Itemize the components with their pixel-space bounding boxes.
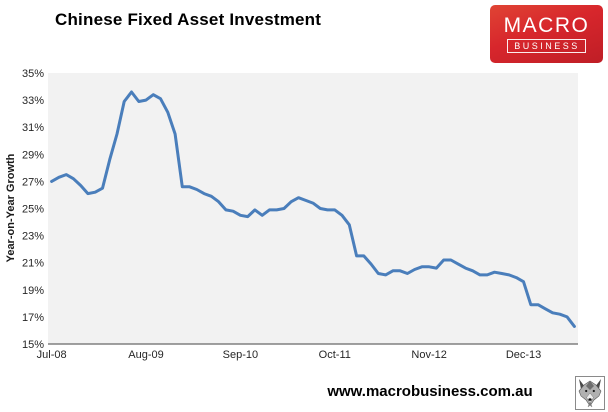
y-tick-label: 25% — [22, 204, 44, 216]
page-title: Chinese Fixed Asset Investment — [55, 10, 322, 29]
y-tick-label: 15% — [22, 339, 44, 351]
y-tick-label: 27% — [22, 176, 44, 188]
logo-text-macro: MACRO — [503, 14, 590, 37]
x-tick-label: Sep-10 — [223, 349, 258, 361]
wolf-logo-icon — [575, 376, 605, 410]
footer-url: www.macrobusiness.com.au — [327, 383, 533, 400]
logo-text-business: BUSINESS — [507, 39, 586, 53]
plot-area — [48, 73, 578, 344]
y-tick-label: 35% — [22, 68, 44, 80]
x-tick-label: Oct-11 — [319, 349, 351, 361]
y-tick-label: 33% — [22, 95, 44, 107]
x-tick-label: Dec-13 — [506, 349, 541, 361]
x-tick-label: Jul-08 — [37, 349, 67, 361]
y-tick-label: 21% — [22, 258, 44, 270]
y-tick-label: 17% — [22, 312, 44, 324]
data-series-line — [50, 90, 576, 328]
y-tick-label: 19% — [22, 285, 44, 297]
y-tick-label: 29% — [22, 149, 44, 161]
macrobusiness-logo: MACRO BUSINESS — [490, 5, 603, 63]
x-tick-label: Aug-09 — [128, 349, 163, 361]
x-tick-label: Nov-12 — [411, 349, 446, 361]
y-tick-label: 31% — [22, 122, 44, 134]
y-tick-label: 23% — [22, 231, 44, 243]
